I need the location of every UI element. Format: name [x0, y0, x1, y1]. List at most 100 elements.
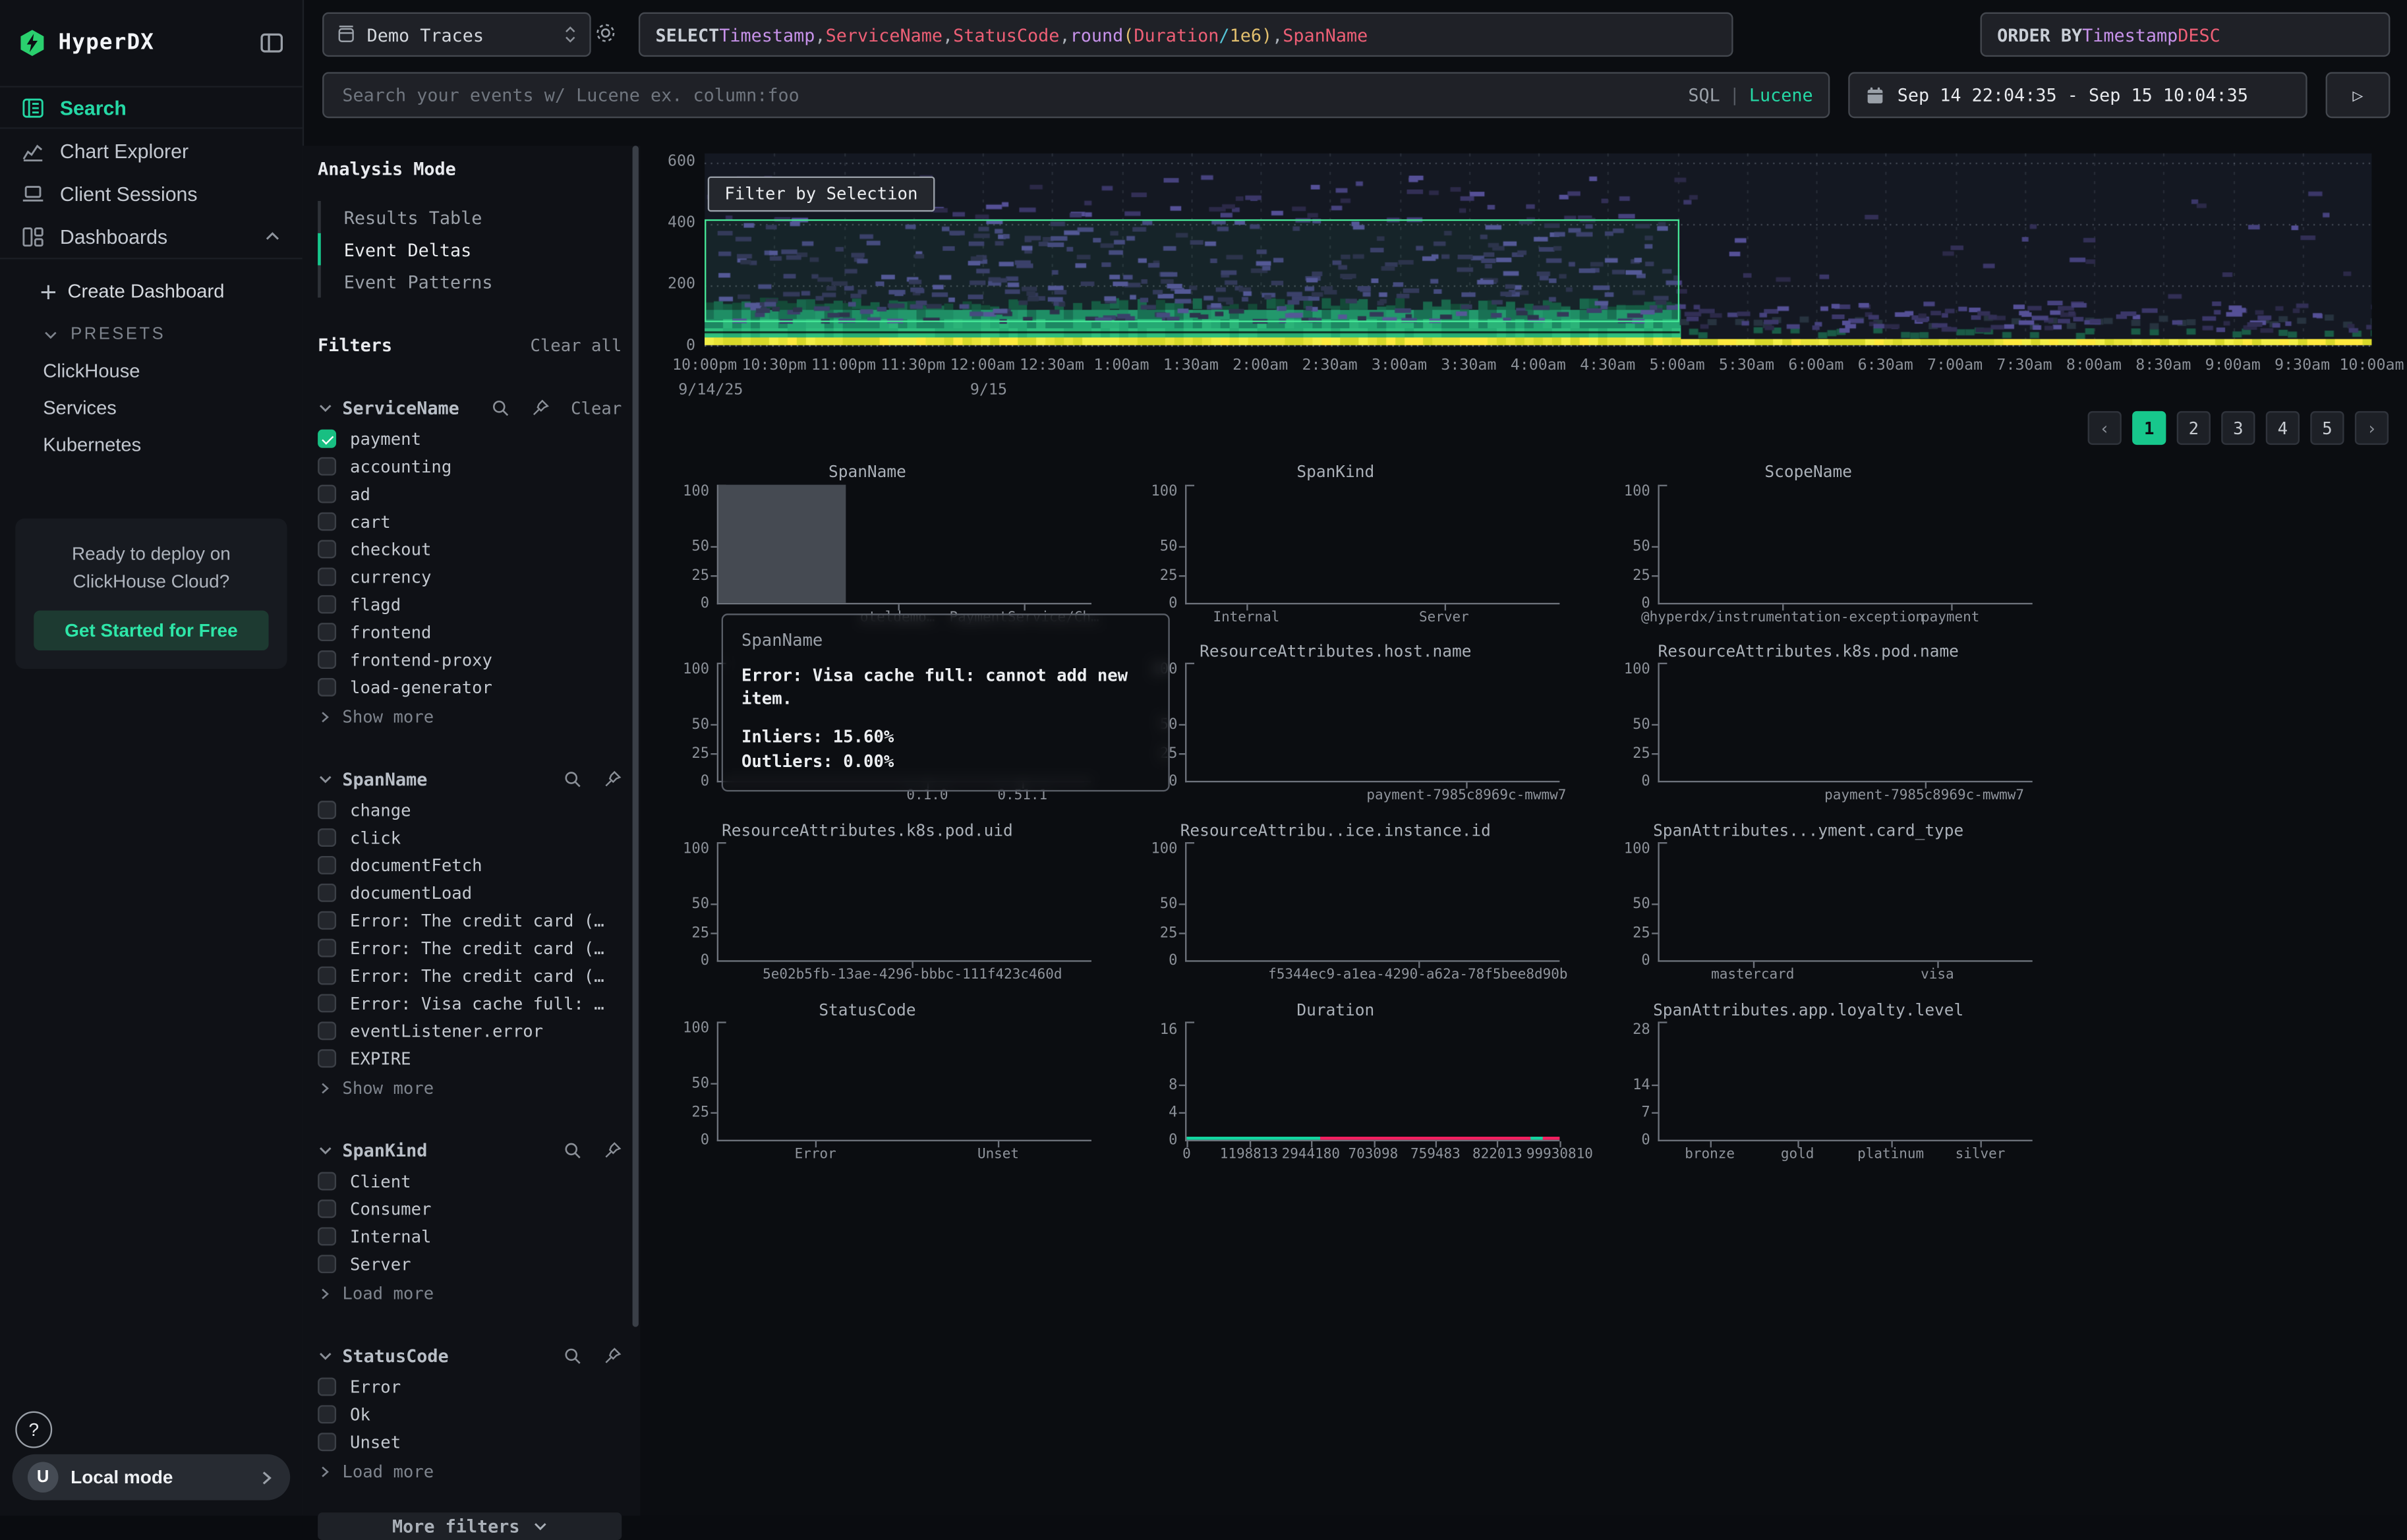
filter-item[interactable]: Error: The credit card (…: [318, 967, 622, 985]
checkbox[interactable]: [318, 540, 336, 558]
checkbox[interactable]: [318, 1021, 336, 1040]
pagination-page-5[interactable]: 5: [2310, 411, 2344, 445]
pin-icon[interactable]: [603, 770, 622, 789]
date-range-picker[interactable]: Sep 14 22:04:35 - Sep 15 10:04:35: [1848, 72, 2307, 118]
analysis-option-event-patterns[interactable]: Event Patterns: [318, 266, 622, 298]
checkbox[interactable]: [318, 856, 336, 874]
more-filters-button[interactable]: More filters: [318, 1512, 622, 1540]
pagination-prev-button[interactable]: ‹: [2088, 411, 2122, 445]
filter-item[interactable]: frontend-proxy: [318, 650, 622, 669]
checkbox[interactable]: [318, 1049, 336, 1068]
preset-kubernetes[interactable]: Kubernetes: [43, 432, 303, 457]
get-started-button[interactable]: Get Started for Free: [34, 611, 268, 651]
show-more-button[interactable]: Show more: [318, 1079, 622, 1098]
filter-item[interactable]: EXPIRE: [318, 1049, 622, 1068]
show-more-button[interactable]: Load more: [318, 1462, 622, 1481]
pin-icon[interactable]: [603, 1141, 622, 1160]
filter-item[interactable]: click: [318, 828, 622, 847]
filter-item[interactable]: currency: [318, 567, 622, 586]
checkbox[interactable]: [318, 911, 336, 930]
chevron-down-icon[interactable]: [318, 772, 333, 787]
filter-by-selection-button[interactable]: Filter by Selection: [708, 177, 935, 212]
filter-item[interactable]: checkout: [318, 540, 622, 558]
search-icon[interactable]: [564, 1141, 582, 1160]
help-button[interactable]: ?: [15, 1412, 52, 1448]
sidebar-collapse-icon[interactable]: [260, 31, 284, 55]
pin-icon[interactable]: [531, 399, 550, 417]
chevron-down-icon[interactable]: [318, 1143, 333, 1158]
checkbox[interactable]: [318, 623, 336, 641]
local-mode-menu[interactable]: U Local mode: [13, 1454, 291, 1500]
sql-select-input[interactable]: SELECT Timestamp, ServiceName, StatusCod…: [639, 13, 1733, 57]
filter-item[interactable]: eventListener.error: [318, 1021, 622, 1040]
checkbox[interactable]: [318, 485, 336, 503]
search-icon[interactable]: [564, 770, 582, 789]
pin-icon[interactable]: [603, 1347, 622, 1365]
filter-item[interactable]: change: [318, 801, 622, 819]
checkbox[interactable]: [318, 884, 336, 902]
filter-item[interactable]: ad: [318, 485, 622, 503]
source-select[interactable]: Demo Traces: [322, 13, 591, 57]
order-by-input[interactable]: ORDER BY Timestamp DESC: [1981, 13, 2391, 57]
checkbox[interactable]: [318, 1255, 336, 1273]
filter-item[interactable]: Unset: [318, 1433, 622, 1451]
pagination-next-button[interactable]: ›: [2355, 411, 2389, 445]
analysis-option-results-table[interactable]: Results Table: [318, 201, 622, 233]
checkbox[interactable]: [318, 513, 336, 531]
mode-lucene-toggle[interactable]: Lucene: [1749, 84, 1813, 106]
chevron-down-icon[interactable]: [318, 1348, 333, 1363]
filter-item[interactable]: Internal: [318, 1227, 622, 1245]
sidebar-item-client-sessions[interactable]: Client Sessions: [0, 172, 303, 215]
chevron-up-icon[interactable]: [264, 228, 281, 245]
sidebar-item-chart-explorer[interactable]: Chart Explorer: [0, 129, 303, 172]
pagination-page-3[interactable]: 3: [2221, 411, 2255, 445]
filter-item[interactable]: Client: [318, 1172, 622, 1191]
filter-item[interactable]: Server: [318, 1255, 622, 1273]
checkbox[interactable]: [318, 457, 336, 476]
checkbox[interactable]: [318, 994, 336, 1012]
gear-icon[interactable]: [594, 22, 617, 45]
sidebar-item-search[interactable]: Search: [0, 86, 303, 128]
search-icon[interactable]: [564, 1347, 582, 1365]
search-input[interactable]: [339, 83, 1689, 107]
filter-item[interactable]: flagd: [318, 595, 622, 613]
checkbox[interactable]: [318, 1433, 336, 1451]
filter-item[interactable]: Ok: [318, 1405, 622, 1423]
checkbox[interactable]: [318, 1227, 336, 1245]
filter-item[interactable]: Consumer: [318, 1199, 622, 1218]
filter-item[interactable]: Error: Visa cache full: …: [318, 994, 622, 1012]
filter-item[interactable]: documentFetch: [318, 856, 622, 874]
filter-item[interactable]: Error: The credit card (…: [318, 939, 622, 957]
checkbox[interactable]: [318, 595, 336, 613]
checkbox[interactable]: [318, 828, 336, 847]
checkbox[interactable]: [318, 1377, 336, 1396]
pagination-page-1[interactable]: 1: [2132, 411, 2166, 445]
checkbox[interactable]: [318, 1405, 336, 1423]
checkbox[interactable]: [318, 1172, 336, 1191]
show-more-button[interactable]: Show more: [318, 707, 622, 727]
checkbox[interactable]: [318, 967, 336, 985]
pagination-page-4[interactable]: 4: [2266, 411, 2300, 445]
filter-item[interactable]: load-generator: [318, 678, 622, 697]
sidebar-item-dashboards[interactable]: Dashboards: [0, 215, 303, 258]
clear-all-button[interactable]: Clear all: [530, 335, 622, 355]
mode-sql-toggle[interactable]: SQL: [1688, 84, 1720, 106]
create-dashboard-button[interactable]: Create Dashboard: [40, 279, 303, 304]
filter-item[interactable]: documentLoad: [318, 884, 622, 902]
filter-item[interactable]: accounting: [318, 457, 622, 476]
checkbox[interactable]: [318, 678, 336, 697]
preset-services[interactable]: Services: [43, 396, 303, 420]
show-more-button[interactable]: Load more: [318, 1284, 622, 1303]
clear-filter-button[interactable]: Clear: [571, 398, 622, 418]
panel-scrollbar[interactable]: [633, 146, 639, 1326]
filter-item[interactable]: Error: [318, 1377, 622, 1396]
checkbox[interactable]: [318, 939, 336, 957]
search-icon[interactable]: [491, 399, 509, 417]
checkbox[interactable]: [318, 1199, 336, 1218]
checkbox[interactable]: [318, 567, 336, 586]
checkbox[interactable]: [318, 650, 336, 669]
checkbox[interactable]: [318, 430, 336, 448]
run-query-button[interactable]: ▷: [2326, 72, 2391, 118]
filter-item[interactable]: frontend: [318, 623, 622, 641]
presets-toggle[interactable]: PRESETS: [43, 322, 303, 347]
